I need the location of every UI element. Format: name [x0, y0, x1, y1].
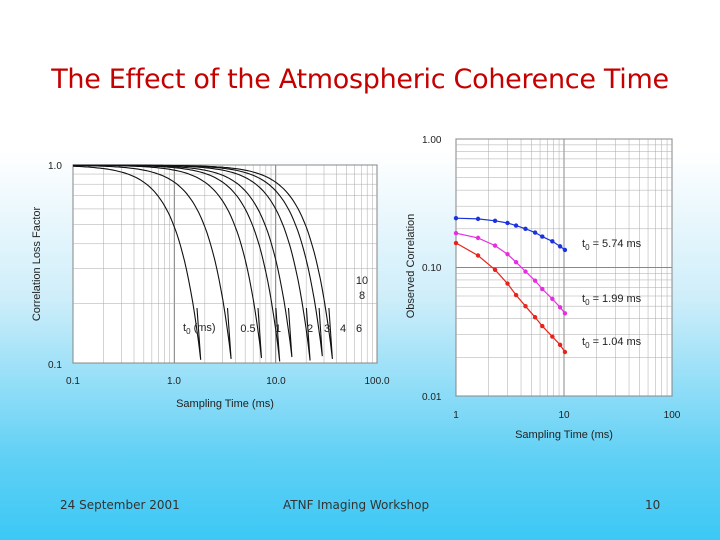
- chart2-points: [453, 215, 568, 355]
- chart2-point-s3-9: [557, 342, 563, 348]
- chart2-series-label-2: t0 = 1.99 ms: [582, 293, 642, 307]
- chart1-series-line-0.5: [72, 165, 202, 360]
- chart2-point-s2-6: [532, 278, 538, 283]
- chart2-point-s3-4: [513, 292, 519, 298]
- chart2-point-s1-5: [523, 226, 528, 232]
- chart1-series-label-3: 3: [324, 323, 330, 335]
- chart2-point-s2-1: [475, 235, 481, 241]
- chart1-xtick-100: 100.0: [364, 376, 389, 387]
- chart2-point-s2-0: [453, 230, 459, 236]
- chart2-point-s3-6: [532, 315, 538, 320]
- chart2-point-s1-10: [562, 247, 568, 253]
- chart2-xtick-1: 1: [453, 410, 459, 421]
- chart1-plot-area: [72, 164, 378, 364]
- chart2-xlabel: Sampling Time (ms): [515, 429, 613, 441]
- chart2-series-label-1: t0 = 5.74 ms: [582, 238, 642, 252]
- chart1-series-line-10: [73, 164, 333, 359]
- chart2-series-label-3: t0 = 1.04 ms: [582, 336, 642, 350]
- chart2-ylabel: Observed Correlation: [405, 214, 417, 319]
- footer-date: 24 September 2001: [60, 498, 180, 512]
- chart2-point-s3-3: [505, 281, 510, 286]
- chart2-ytick-0.01: 0.01: [422, 392, 442, 403]
- chart2-point-s2-7: [540, 286, 545, 292]
- chart1-xtick-1: 1.0: [167, 376, 181, 387]
- page-number: 10: [645, 498, 661, 512]
- chart-observed-correlation: t0 = 5.74 ms t0 = 1.99 ms t0 = 1.04 ms 1…: [405, 135, 681, 441]
- chart2-ytick-0.1: 0.10: [422, 263, 442, 274]
- chart1-series-label-4: 4: [340, 323, 346, 335]
- chart2-point-s3-10: [562, 349, 568, 355]
- chart1-series-label-2: 2: [307, 323, 313, 335]
- chart2-point-s1-7: [540, 234, 545, 239]
- chart2-point-s1-9: [557, 244, 563, 249]
- chart1-series-label-10: 10: [356, 275, 368, 287]
- chart2-point-s2-2: [492, 243, 498, 248]
- chart2-point-s3-5: [523, 303, 528, 309]
- chart2-point-s3-7: [540, 323, 545, 329]
- chart1-ytick-0.1: 0.1: [48, 360, 62, 371]
- chart2-point-s1-0: [453, 215, 459, 221]
- chart2-point-s3-2: [492, 267, 498, 272]
- chart-correlation-loss: 0.5 1 2 3 4 6 8 10 t0 (ms) 1.0 0.1 0.1 1.0 10.0…: [31, 161, 390, 410]
- slide-title: The Effect of the Atmospheric Coherence …: [51, 64, 669, 95]
- chart2-xtick-100: 100: [664, 410, 681, 421]
- chart2-point-s2-10: [562, 311, 568, 316]
- chart2-point-s3-0: [453, 240, 459, 246]
- chart2-point-s2-3: [505, 251, 510, 257]
- chart1-legend-title: t0 (ms): [183, 322, 216, 336]
- chart1-series-line-1: [73, 164, 232, 359]
- chart1-series-label-0.5: 0.5: [240, 323, 255, 335]
- chart1-xlabel: Sampling Time (ms): [176, 398, 274, 410]
- chart2-point-s2-8: [550, 296, 555, 302]
- chart2-point-s3-1: [475, 253, 481, 258]
- chart1-ylabel: Correlation Loss Factor: [31, 207, 43, 322]
- chart2-point-s1-3: [505, 220, 510, 226]
- chart2-point-s2-9: [557, 305, 563, 310]
- chart2-xtick-10: 10: [558, 410, 570, 421]
- chart2-point-s2-5: [523, 269, 528, 274]
- footer-event: ATNF Imaging Workshop: [283, 498, 430, 512]
- chart2-point-s1-8: [550, 239, 555, 244]
- chart2-grid: [455, 138, 673, 397]
- chart1-series-label-6: 6: [356, 323, 362, 335]
- chart1-series-label-1: 1: [275, 323, 281, 335]
- chart2-point-s1-2: [492, 218, 498, 223]
- chart1-xtick-0.1: 0.1: [66, 376, 80, 387]
- chart1-xtick-10: 10.0: [266, 376, 286, 387]
- chart2-point-s1-1: [475, 216, 481, 222]
- chart2-point-s3-8: [550, 334, 555, 339]
- chart1-series-label-8: 8: [359, 290, 365, 302]
- chart1-series-labels: 0.5 1 2 3 4 6 8 10: [240, 275, 368, 335]
- chart2-point-s1-4: [513, 223, 519, 228]
- chart1-ytick-1: 1.0: [48, 161, 62, 172]
- chart2-ytick-1: 1.00: [422, 135, 442, 146]
- chart2-point-s1-6: [532, 230, 538, 235]
- chart2-point-s2-4: [513, 259, 519, 265]
- chart1-series: [72, 164, 333, 362]
